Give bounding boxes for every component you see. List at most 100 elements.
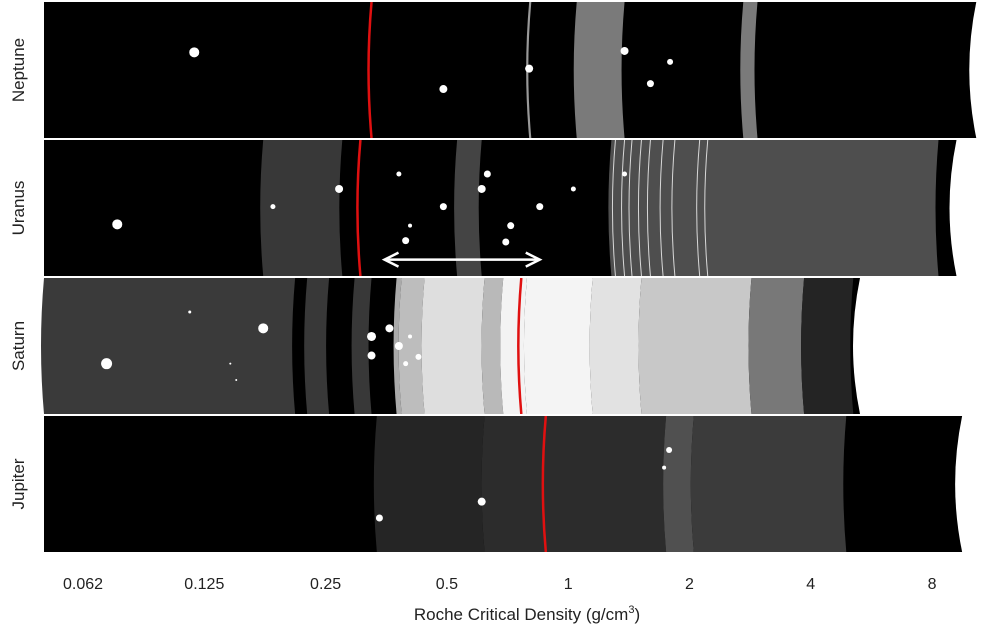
ring-band	[748, 278, 805, 414]
moon-dot	[525, 64, 534, 73]
narrow-ring	[704, 139, 709, 277]
moon-dot	[408, 223, 413, 228]
moon-dot	[536, 203, 544, 211]
ring-band	[351, 278, 372, 414]
panel-background	[44, 2, 1003, 138]
ring-band	[638, 278, 752, 414]
moon-dot	[403, 361, 409, 367]
narrow-ring	[671, 139, 676, 277]
moon-dot	[229, 362, 232, 365]
roche-critical-line	[367, 1, 373, 139]
moon-dot	[477, 184, 486, 193]
narrow-ring	[659, 139, 664, 277]
ring-band	[41, 278, 296, 414]
moon-dot	[477, 497, 486, 506]
ring-band	[304, 278, 330, 414]
x-tick-label: 8	[928, 576, 937, 593]
roche-critical-line	[356, 139, 362, 277]
moon-dot	[188, 310, 192, 314]
x-tick-label: 0.25	[310, 576, 341, 593]
x-axis-label-superscript: 3	[628, 604, 634, 616]
ring-band	[801, 278, 854, 414]
moon-dot	[667, 58, 674, 65]
planet-disk	[955, 416, 1003, 552]
moon-dot	[375, 514, 383, 522]
panel-neptune: Neptune	[9, 1, 1003, 139]
panel-jupiter: Jupiter	[9, 415, 1003, 553]
moon-dot	[101, 358, 113, 370]
moon-dot	[662, 465, 667, 470]
ring-band	[663, 416, 694, 552]
moon-dot	[439, 85, 448, 94]
moon-dot	[570, 186, 576, 192]
planet-disk	[949, 140, 1003, 276]
ring-band	[523, 278, 593, 414]
moon-dot	[408, 334, 413, 339]
narrow-ring	[637, 139, 642, 277]
narrow-ring	[611, 139, 616, 277]
x-tick-label: 4	[806, 576, 815, 593]
x-axis: 0.062 0.125 0.25 0.5 1 2 4 8	[63, 576, 937, 593]
ring-band	[373, 416, 485, 552]
ring-band	[260, 140, 343, 276]
planet-disk	[969, 2, 1003, 138]
ring-band	[589, 278, 642, 414]
x-tick-label: 1	[564, 576, 573, 593]
moon-dot	[335, 184, 344, 193]
moon-dot	[235, 379, 238, 381]
moon-dot	[483, 170, 491, 178]
panel-label-neptune: Neptune	[9, 38, 28, 102]
moon-dot	[394, 342, 403, 350]
panels-group: Neptune Uranus Saturn Jupiter	[9, 0, 1003, 554]
ring-band	[481, 278, 504, 414]
moon-dot	[502, 238, 510, 246]
ring-band	[454, 140, 482, 276]
panel-label-jupiter: Jupiter	[9, 458, 28, 509]
moon-dot	[367, 331, 377, 341]
panel-saturn: Saturn	[9, 277, 1003, 415]
narrow-ring	[646, 139, 651, 277]
planet-disk	[853, 278, 1003, 414]
moon-dot	[367, 351, 376, 360]
moon-dot	[385, 324, 394, 333]
moon-dot	[270, 204, 276, 210]
moon-dot	[112, 219, 123, 230]
x-tick-label: 0.125	[184, 576, 224, 593]
panel-uranus: Uranus	[9, 139, 1003, 277]
moon-dot	[622, 171, 628, 177]
range-arrow-left-head	[381, 251, 400, 268]
ring-band	[740, 2, 758, 138]
moon-dot	[439, 203, 447, 211]
x-axis-label: Roche Critical Density (g/cm3)	[414, 604, 640, 624]
moon-dot	[666, 447, 673, 453]
ring-band	[398, 278, 425, 414]
panel-label-saturn: Saturn	[9, 321, 28, 371]
ring-band	[481, 416, 667, 552]
ring-band	[573, 2, 625, 138]
moon-dot	[258, 323, 269, 334]
ring-band	[690, 416, 847, 552]
narrow-ring	[628, 139, 633, 277]
x-axis-label-tail: )	[634, 605, 640, 624]
moon-dot	[646, 80, 654, 88]
ring-band	[608, 140, 939, 276]
moon-dot	[189, 47, 200, 58]
x-tick-label: 2	[685, 576, 694, 593]
roche-critical-line	[541, 415, 548, 553]
ring-band	[500, 278, 527, 414]
range-arrow-right-head	[525, 251, 543, 268]
moon-dot	[415, 353, 422, 360]
moon-dot	[620, 46, 629, 55]
moon-dot	[402, 237, 410, 245]
panel-label-uranus: Uranus	[9, 181, 28, 236]
narrow-ring	[621, 139, 626, 277]
ring-band	[526, 2, 532, 138]
moon-dot	[507, 222, 515, 230]
ring-band	[421, 278, 485, 414]
x-axis-label-main: Roche Critical Density (g/cm	[414, 605, 628, 624]
roche-critical-line	[517, 277, 523, 415]
moon-dot	[396, 171, 402, 177]
x-tick-label: 0.062	[63, 576, 103, 593]
range-arrow	[381, 251, 543, 268]
